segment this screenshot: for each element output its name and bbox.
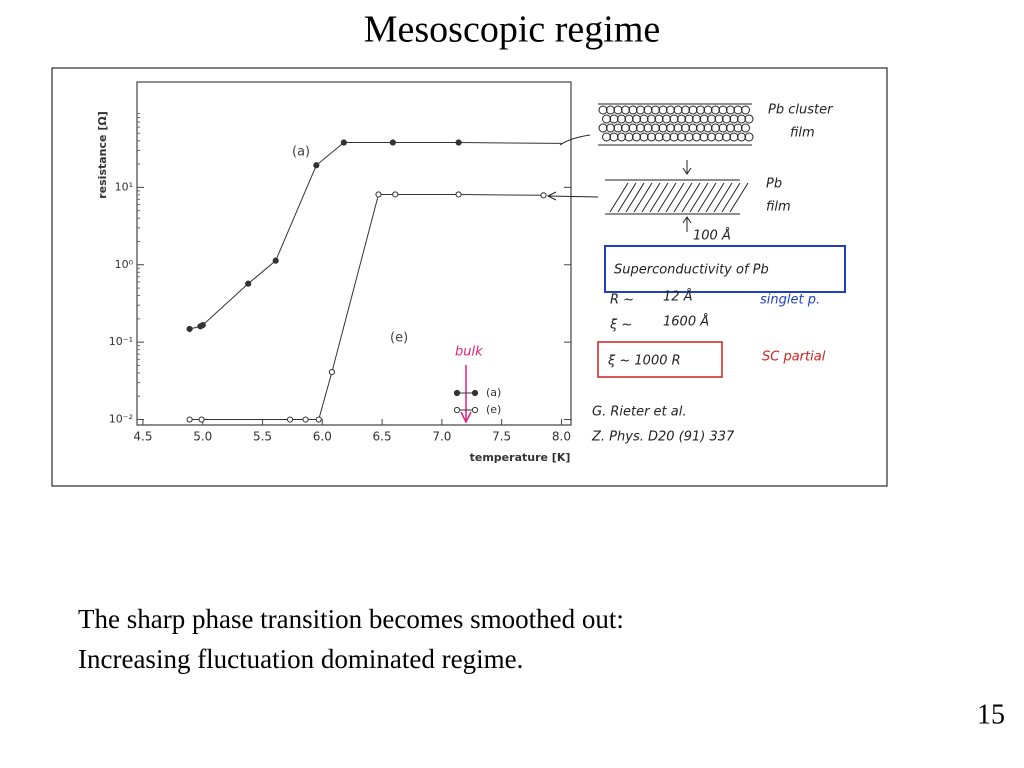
handwritten-note: 100 Å [693,228,731,244]
data-point [302,416,309,423]
handwritten-note: SC partial [762,350,826,365]
handwritten-note: film [790,126,815,141]
legend-marker [453,389,461,397]
x-tick-label: 4.5 [133,430,152,444]
y-tick-label: 10⁰ [115,258,134,271]
cluster [741,105,750,115]
x-tick-label: 5.0 [193,430,212,444]
legend-label: (e) [486,403,501,416]
y-tick-label: 10⁻¹ [109,335,133,348]
y-tick-label: 10⁻² [109,413,133,426]
hatch-line [681,182,701,213]
data-point [313,162,320,169]
data-point [340,139,347,146]
hatch-line [625,182,645,213]
hatch-line [697,182,717,213]
annotation: (e) [390,331,408,346]
data-point [272,257,279,264]
cluster [744,132,754,142]
handwritten-note: film [766,200,791,215]
data-point [198,416,205,423]
hatch-line [657,182,677,213]
legend-label: (a) [486,386,501,399]
data-point [286,416,294,423]
data-point [375,191,382,198]
hatch-line [609,182,629,213]
pb-film-sketch [546,179,749,232]
x-tick-label: 7.5 [492,430,511,444]
hatch-line [617,182,637,213]
annotation: (a) [292,145,310,160]
data-point [328,369,335,376]
legend-marker [471,406,479,414]
handwritten-note: ξ ~ [609,318,632,333]
red-box [597,341,723,378]
hatch-line [729,182,749,213]
hatch-line [721,182,741,213]
x-tick-label: 5.5 [253,430,272,444]
x-tick-label: 8.0 [552,430,571,444]
blue-box [604,245,846,293]
x-tick-label: 6.5 [373,430,392,444]
data-point [455,139,462,146]
data-point [455,191,462,198]
hatch-line [649,182,669,213]
data-point [540,192,547,199]
handwritten-note: Pb cluster [768,103,834,118]
cluster [744,114,754,124]
handwritten-note: R ~ [610,293,634,308]
data-point [186,416,193,423]
slide-title: Mesoscopic regime [364,9,661,51]
y-tick-label: 10¹ [115,180,133,193]
caption-line: The sharp phase transition becomes smoot… [78,604,624,634]
plot-area [136,81,572,426]
series-line [189,193,544,421]
handwritten-note: G. Rieter et al. [592,405,687,420]
data-point [315,416,322,423]
handwritten-note: Superconductivity of Pb [614,263,769,278]
hatch-line [633,182,653,213]
handwritten-note: Pb [766,177,782,192]
data-point [245,280,252,287]
data-point [186,325,193,333]
y-axis-label: resistance [Ω] [96,111,109,198]
hatch-line [689,182,709,213]
x-tick-label: 7.0 [432,430,451,444]
hatch-line [665,182,685,213]
hatch-line [641,182,661,213]
annotation: bulk [455,345,483,360]
legend-marker [453,406,461,414]
handwritten-note: singlet p. [760,293,820,308]
x-axis-label: temperature [K] [470,451,571,464]
data-point [199,322,206,329]
handwritten-note: 1600 Å [663,314,709,330]
data-point [389,139,396,146]
x-tick-label: 6.0 [313,430,332,444]
handwritten-note: ξ ~ 1000 R [607,354,681,369]
cluster [741,123,750,133]
caption-line: Increasing fluctuation dominated regime. [78,644,523,674]
page-number: 15 [977,699,1005,730]
hatch-line [713,182,733,213]
hatch-line [705,182,725,213]
handwritten-note: 12 Å [663,289,693,305]
legend-marker [471,389,479,397]
cluster-film-sketch [559,103,754,175]
data-point [392,191,399,198]
handwritten-note: Z. Phys. D20 (91) 337 [591,430,735,445]
hatch-line [673,182,693,213]
